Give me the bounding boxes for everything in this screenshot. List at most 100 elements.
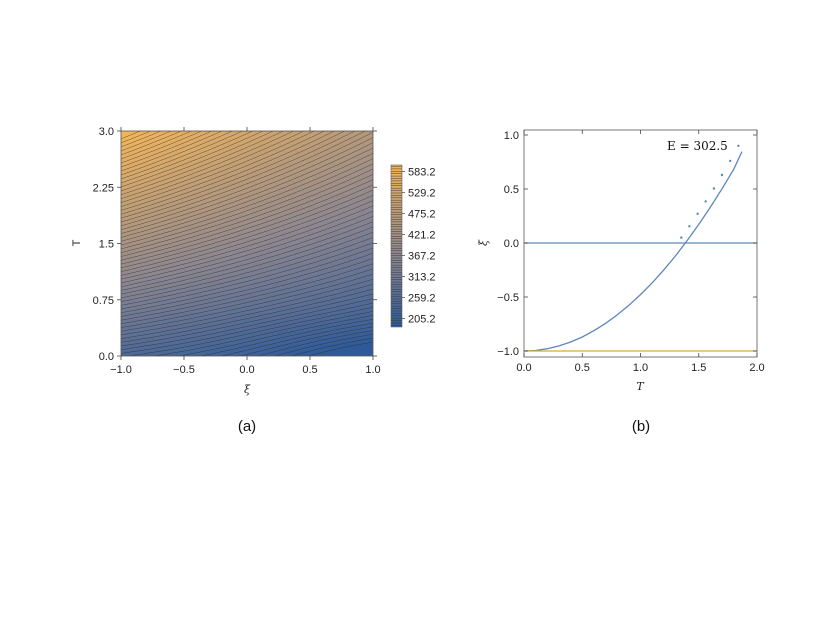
heatmap-cell: [145, 156, 152, 163]
heatmap-cell: [355, 331, 362, 338]
heatmap-cell: [307, 331, 314, 338]
heatmap-cell: [175, 143, 182, 151]
heatmap-cell: [193, 131, 200, 138]
heatmap-cell: [133, 174, 140, 182]
heatmap-cell: [313, 243, 320, 251]
heatmap-cell: [337, 337, 344, 345]
heatmap-cell: [241, 181, 248, 188]
heatmap-cell: [223, 224, 230, 232]
heatmap-cell: [235, 343, 242, 351]
heatmap-cell: [199, 337, 206, 345]
x-tick-label-a: 0.0: [239, 364, 254, 376]
heatmap-cell: [145, 318, 152, 326]
heatmap-cell: [295, 224, 302, 232]
heatmap-cell: [133, 249, 140, 257]
heatmap-cell: [157, 212, 164, 220]
heatmap-cell: [355, 312, 362, 320]
heatmap-cell: [133, 262, 140, 270]
heatmap-cell: [367, 343, 373, 351]
heatmap-cell: [145, 193, 152, 201]
heatmap-cell: [259, 143, 266, 151]
heatmap-cell: [193, 143, 200, 151]
heatmap-cell: [349, 306, 356, 313]
heatmap-cell: [157, 287, 164, 295]
heatmap-cell: [193, 168, 200, 176]
y-tick-label-b: −0.5: [497, 292, 519, 304]
heatmap-cell: [349, 218, 356, 226]
heatmap-cell: [355, 268, 362, 276]
heatmap-cell: [277, 131, 284, 138]
heatmap-cell: [187, 349, 194, 356]
heatmap-cell: [337, 343, 344, 351]
heatmap-cell: [265, 237, 272, 245]
heatmap-cell: [349, 274, 356, 282]
heatmap-cell: [331, 268, 338, 276]
heatmap-cell: [343, 312, 350, 320]
heatmap-cell: [169, 337, 176, 345]
heatmap-cell: [181, 331, 188, 338]
heatmap-cell: [193, 137, 200, 145]
heatmap-cell: [349, 224, 356, 232]
heatmap-cell: [259, 249, 266, 257]
heatmap-cell: [283, 218, 290, 226]
heatmap-cell: [211, 256, 218, 263]
heatmap-cell: [289, 131, 296, 138]
heatmap-cell: [199, 193, 206, 201]
heatmap-cell: [127, 206, 134, 213]
heatmap-cell: [139, 237, 146, 245]
heatmap-cell: [367, 237, 373, 245]
heatmap-cell: [157, 256, 164, 263]
heatmap-cell: [259, 174, 266, 182]
heatmap-cell: [211, 168, 218, 176]
heatmap-cell: [331, 224, 338, 232]
heatmap-cell: [319, 343, 326, 351]
series-dot: [680, 236, 683, 239]
heatmap-cell: [187, 231, 194, 238]
heatmap-cell: [319, 299, 326, 307]
heatmap-cell: [247, 262, 254, 270]
heatmap-cell: [193, 243, 200, 251]
heatmap-cell: [211, 312, 218, 320]
heatmap-cell: [283, 293, 290, 301]
y-tick-label-b: 0.0: [504, 238, 519, 250]
heatmap-cell: [277, 156, 284, 163]
heatmap-cell: [211, 206, 218, 213]
heatmap-cell: [349, 181, 356, 188]
heatmap-cell: [271, 231, 278, 238]
heatmap-cell: [127, 237, 134, 245]
heatmap-cell: [211, 143, 218, 151]
heatmap-cell: [337, 237, 344, 245]
heatmap-cell: [295, 212, 302, 220]
heatmap-cell: [367, 331, 373, 338]
heatmap-cell: [283, 212, 290, 220]
heatmap-cell: [313, 137, 320, 145]
heatmap-cell: [145, 262, 152, 270]
heatmap-cell: [271, 268, 278, 276]
heatmap-cell: [187, 206, 194, 213]
heatmap-cell: [139, 343, 146, 351]
heatmap-cell: [139, 268, 146, 276]
heatmap-cell: [205, 181, 212, 188]
heatmap-cell: [121, 274, 128, 282]
heatmap-cell: [205, 343, 212, 351]
heatmap-cell: [247, 306, 254, 313]
heatmap-cell: [301, 168, 308, 176]
heatmap-cell: [163, 306, 170, 313]
heatmap-cell: [187, 343, 194, 351]
heatmap-cell: [265, 206, 272, 213]
heatmap-cell: [307, 224, 314, 232]
heatmap-cell: [277, 324, 284, 332]
heatmap-cell: [325, 149, 332, 157]
heatmap-cell: [289, 293, 296, 301]
heatmap-cell: [271, 343, 278, 351]
series-dot: [696, 212, 699, 215]
heatmap-cell: [253, 168, 260, 176]
heatmap-cell: [199, 237, 206, 245]
heatmap-cell: [127, 324, 134, 332]
heatmap-cell: [349, 343, 356, 351]
heatmap-cell: [367, 168, 373, 176]
heatmap-cell: [355, 193, 362, 201]
heatmap-cell: [235, 187, 242, 195]
heatmap-cell: [283, 256, 290, 263]
heatmap-cell: [301, 218, 308, 226]
